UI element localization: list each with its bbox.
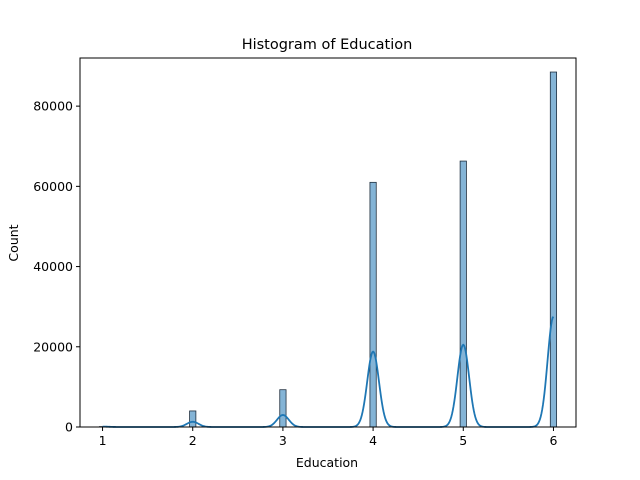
chart-title: Histogram of Education [242,37,413,53]
x-tick-label: 2 [189,433,197,448]
y-tick-label: 20000 [33,339,73,354]
histogram-bar-6 [549,71,558,428]
histogram-bar-2 [189,410,197,428]
histogram-bar-3 [279,389,287,428]
axes-frame [79,57,577,428]
axes-group: 1 2 3 4 5 6 0 20000 40000 60000 80000 [33,57,577,448]
x-tick-label: 5 [459,433,467,448]
x-tick-label: 3 [279,433,287,448]
y-axis-label: Count [6,224,21,261]
kde-curve-group [102,316,555,428]
y-tick-label: 80000 [33,99,73,114]
x-tick-label: 6 [549,433,557,448]
x-tick-label: 4 [369,433,377,448]
y-tick-label: 40000 [33,259,73,274]
y-tick-label: 60000 [33,179,73,194]
histogram-bar-4 [369,181,377,428]
bars-group [98,71,558,428]
kde-line [102,316,555,428]
x-axis-label: Education [296,455,358,470]
y-tick-label: 0 [65,420,73,435]
x-tick-label: 1 [99,433,107,448]
histogram-bar-5 [459,160,467,428]
